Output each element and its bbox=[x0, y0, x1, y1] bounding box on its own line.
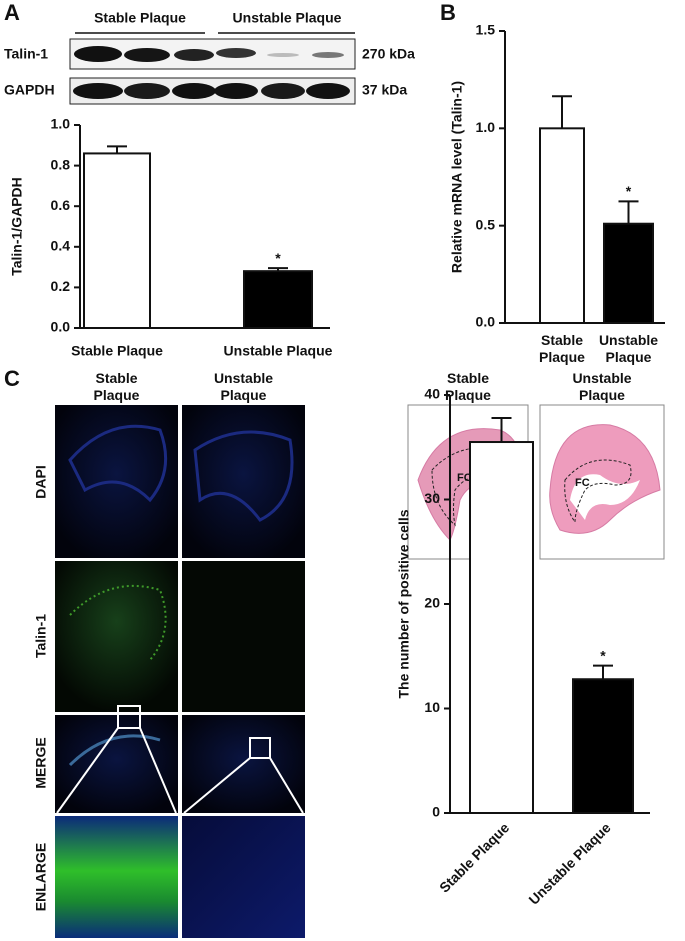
blot-row: Talin-1 bbox=[4, 46, 48, 62]
bar bbox=[243, 270, 313, 330]
panel-letter: A bbox=[4, 0, 20, 25]
y-axis-label: The number of positive cells bbox=[396, 509, 412, 698]
row-label: ENLARGE bbox=[33, 843, 49, 911]
bar bbox=[572, 678, 634, 814]
y-tick-label: 0.4 bbox=[51, 238, 71, 254]
x-tick-label: Unstable Plaque bbox=[224, 343, 333, 359]
significance: * bbox=[600, 647, 606, 663]
region-label: FC bbox=[457, 472, 472, 484]
row-label: Talin-1 bbox=[33, 614, 49, 658]
bar bbox=[83, 152, 151, 329]
x-tick-label: Stable Plaque bbox=[71, 343, 163, 359]
bar bbox=[469, 441, 534, 814]
column-header: Unstable Plaque bbox=[213, 370, 274, 403]
y-tick-label: 0 bbox=[432, 804, 440, 820]
column-header: Stable Plaque bbox=[93, 370, 140, 403]
y-tick-label: 0.8 bbox=[51, 156, 71, 172]
row-label: MERGE bbox=[33, 737, 49, 788]
column-header: Stable Plaque bbox=[445, 370, 491, 403]
y-tick-label: 0.2 bbox=[51, 278, 71, 294]
x-tick-label: Stable Plaque bbox=[539, 332, 585, 365]
blot-row: GAPDH bbox=[4, 82, 55, 98]
y-tick-label: 30 bbox=[424, 490, 440, 506]
micrographs bbox=[55, 405, 305, 938]
y-axis-label: Talin-1/GAPDH bbox=[9, 177, 25, 276]
panel-letter: B bbox=[440, 0, 456, 25]
y-tick-label: 1.5 bbox=[476, 22, 496, 38]
x-tick-label: Stable Plaque bbox=[436, 819, 512, 895]
y-axis-label: Relative mRNA level (Talin-1) bbox=[449, 81, 465, 273]
y-tick-label: 0.5 bbox=[476, 216, 496, 232]
y-tick-label: 10 bbox=[424, 699, 440, 715]
x-label-box: Unstable Plaque bbox=[598, 332, 659, 365]
blot bbox=[69, 38, 356, 105]
x-tick-label: Unstable Plaque bbox=[598, 332, 659, 365]
blot-group: Stable Plaque bbox=[94, 10, 186, 26]
blot-size: 270 kDa bbox=[362, 46, 415, 62]
bar bbox=[539, 127, 585, 324]
column-header: Unstable Plaque bbox=[572, 370, 632, 403]
y-tick-label: 0.0 bbox=[476, 314, 496, 330]
col-header-fo: Stable Plaque bbox=[93, 370, 140, 403]
histology-images bbox=[407, 404, 665, 560]
blot-group: Unstable Plaque bbox=[233, 10, 342, 26]
region-label: FC bbox=[575, 477, 590, 489]
y-tick-label: 1.0 bbox=[476, 119, 496, 135]
bar bbox=[603, 222, 654, 324]
y-tick-label: 0.6 bbox=[51, 197, 71, 213]
x-label-box: Stable Plaque bbox=[539, 332, 585, 365]
x-tick-label: Unstable Plaque bbox=[525, 819, 613, 907]
significance: * bbox=[626, 183, 632, 199]
blot-size: 37 kDa bbox=[362, 82, 407, 98]
y-tick-label: 1.0 bbox=[51, 116, 71, 132]
panel-letter: C bbox=[4, 366, 20, 391]
col-header-fo: Stable Plaque bbox=[445, 370, 491, 403]
y-tick-label: 0.0 bbox=[51, 319, 71, 335]
col-header-fo: Unstable Plaque bbox=[213, 370, 274, 403]
col-header-fo: Unstable Plaque bbox=[572, 370, 632, 403]
significance: * bbox=[275, 250, 281, 266]
y-tick-label: 20 bbox=[424, 595, 440, 611]
row-label: DAPI bbox=[33, 465, 49, 498]
y-tick-label: 40 bbox=[424, 386, 440, 402]
